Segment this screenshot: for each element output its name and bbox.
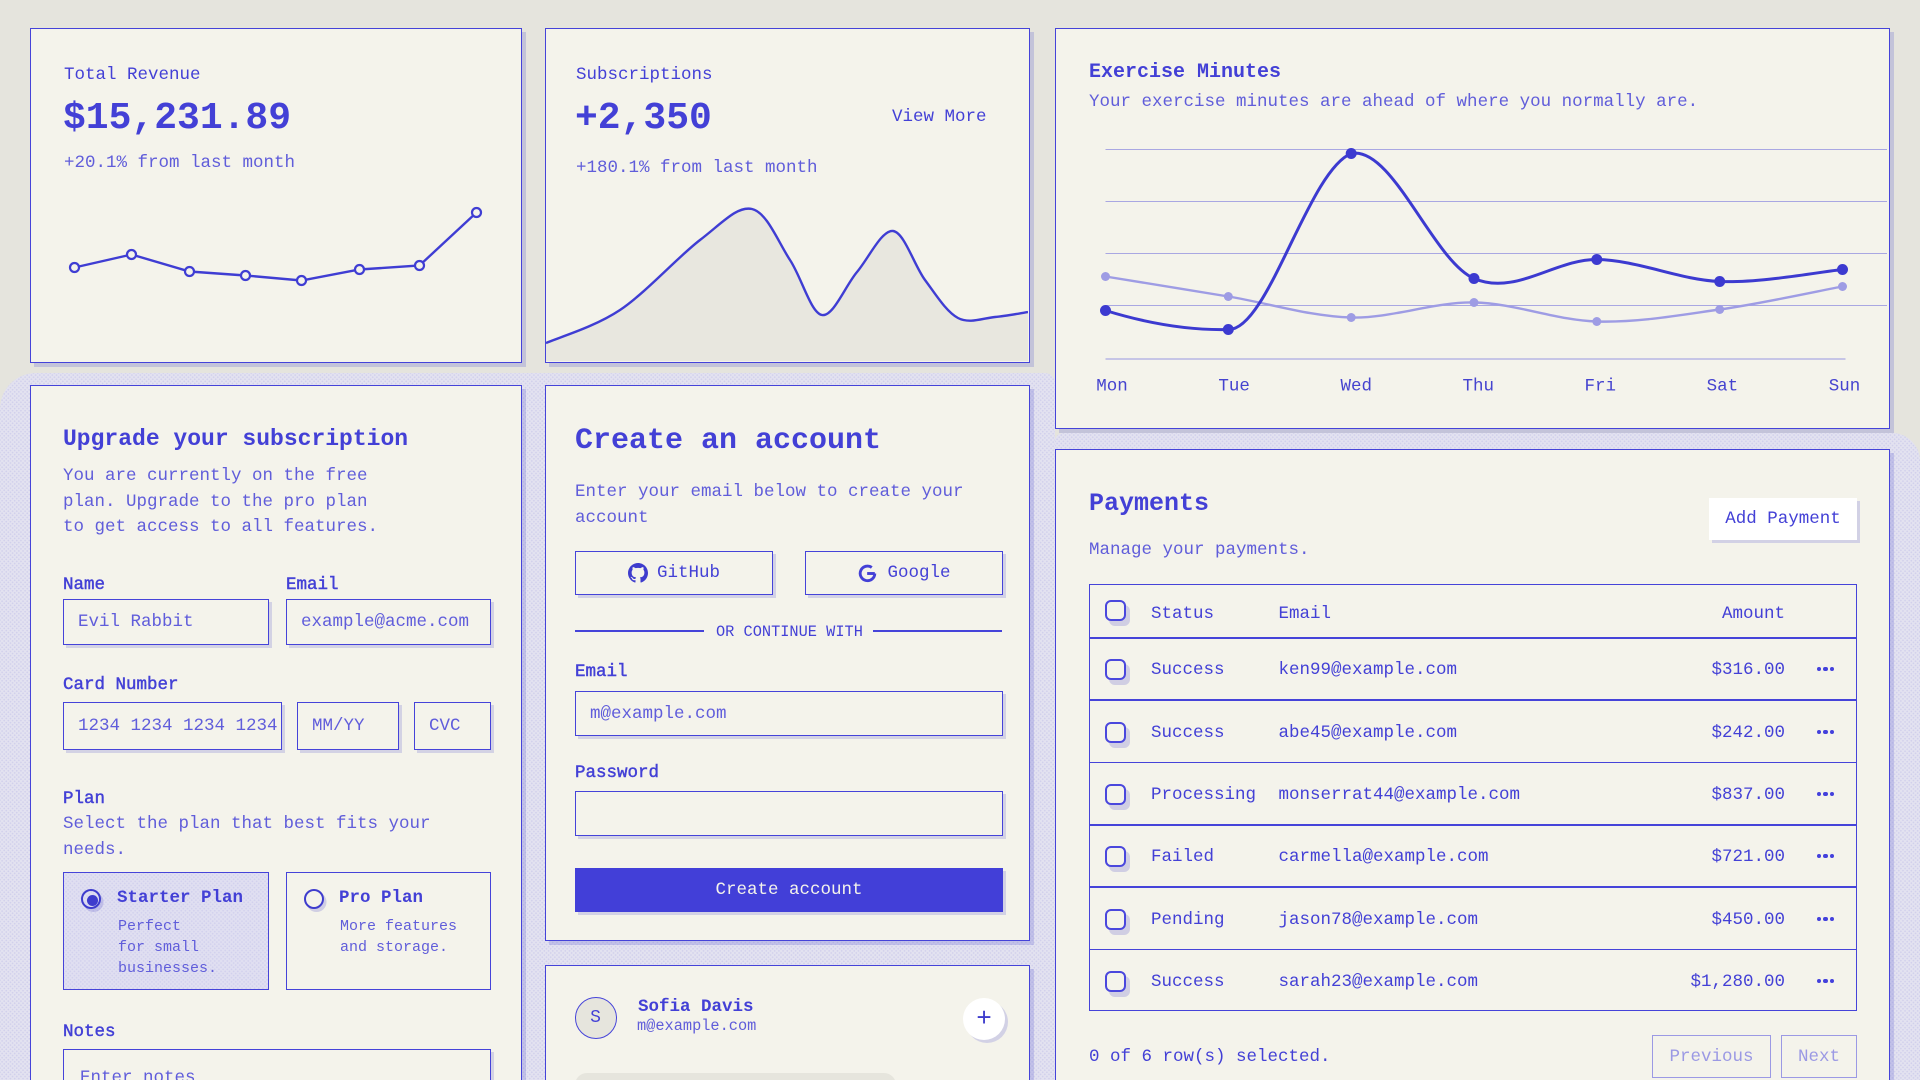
svg-text:Mon: Mon [1096, 377, 1128, 397]
svg-text:Sun: Sun [1829, 377, 1861, 397]
svg-text:Thu: Thu [1462, 377, 1494, 397]
svg-text:Fri: Fri [1585, 377, 1617, 397]
svg-text:Tue: Tue [1218, 377, 1250, 397]
svg-text:Sat: Sat [1707, 377, 1739, 397]
svg-text:Wed: Wed [1340, 377, 1372, 397]
